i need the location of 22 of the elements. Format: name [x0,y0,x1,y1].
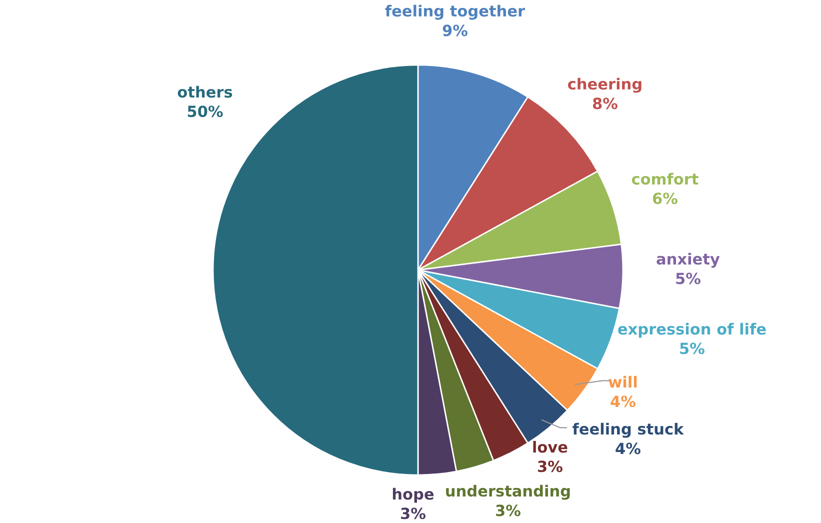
slice-label: anxiety [656,252,720,268]
data-label: 4% [610,396,636,408]
slice-label: will [608,376,637,388]
slice-label: expression of life [618,322,766,338]
slice-label: hope [392,488,434,503]
data-label: 50% [188,106,223,118]
slice-label: feeling stuck [572,422,684,438]
data-label: 6% [652,192,678,204]
slice-label: understanding [446,484,570,500]
data-label: 8% [592,98,618,110]
data-label: 3% [401,508,426,520]
data-label: 5% [680,342,704,354]
data-label: 4% [616,442,640,454]
slice-label: feeling together [385,4,526,20]
slice-label: love [533,440,568,453]
data-label: 9% [442,24,468,36]
slice-label: comfort [632,172,698,185]
slice-label: others [178,86,232,98]
data-label: 3% [496,504,520,516]
data-label: 3% [538,460,562,472]
slice-label: cheering [568,78,642,93]
data-label: 5% [676,272,700,284]
